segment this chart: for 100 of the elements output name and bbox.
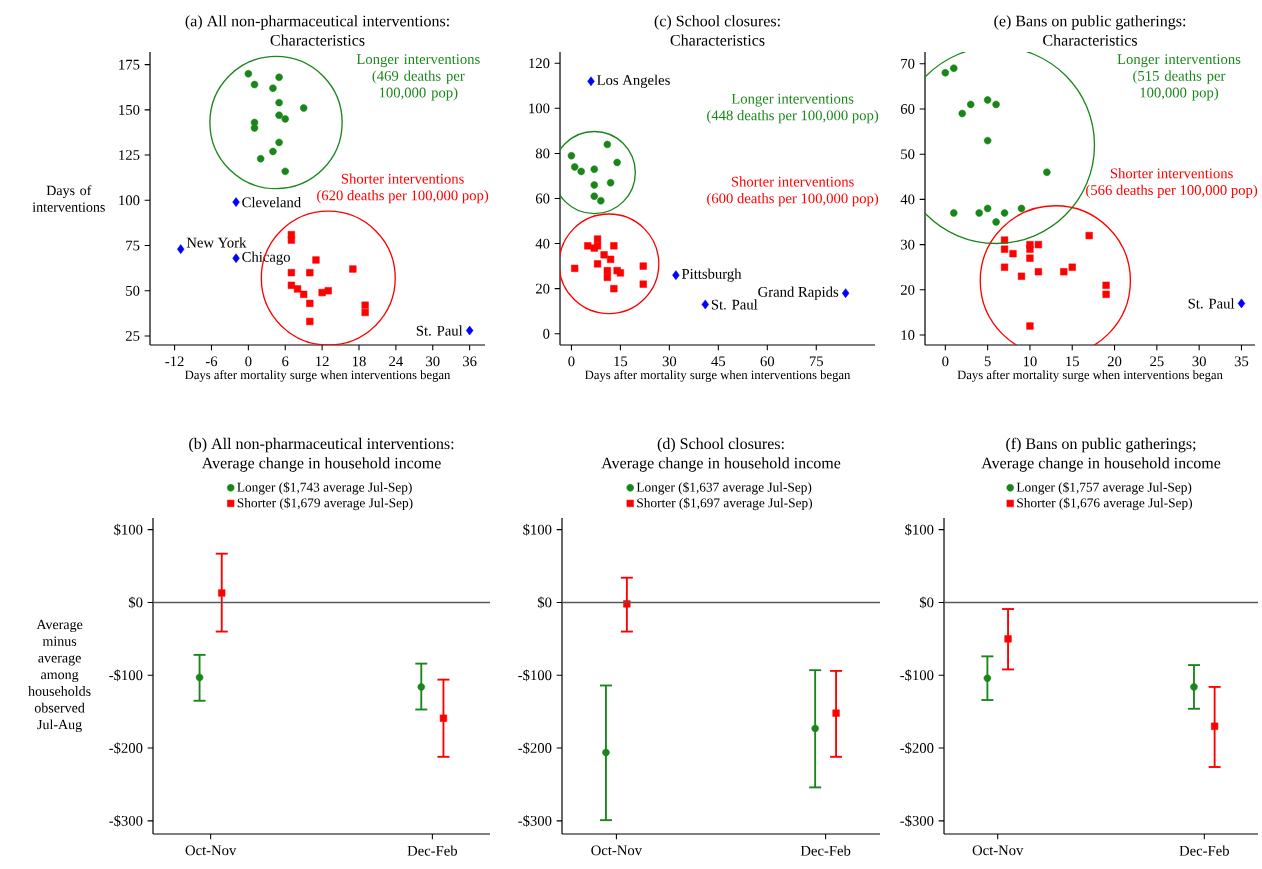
y-tick-label: 10 — [901, 330, 915, 340]
y-tick-label: 70 — [901, 58, 915, 69]
x-tick-label: Dec-Feb — [1179, 845, 1229, 856]
y-tick-label: 120 — [529, 58, 550, 69]
x-tick-label: 24 — [389, 356, 403, 367]
chart-subtitle: Average change in household income — [201, 457, 441, 472]
y-tick-label: 20 — [535, 283, 550, 294]
y-tick-label: 0 — [543, 328, 550, 339]
y-tick-label: -$100 — [900, 669, 934, 682]
annotation: (515 deaths per 100,000 pop) — [1133, 70, 1226, 101]
y-tick-label: 175 — [119, 59, 140, 70]
y-tick-label: $0 — [919, 596, 934, 609]
y-tick-label: 30 — [901, 239, 915, 250]
legend-label: Shorter ($1,697 average Jul-Sep) — [637, 497, 812, 511]
y-tick-label: 40 — [900, 194, 915, 205]
chart-title: (e) Bans on public gatherings: — [994, 15, 1186, 30]
x-axis-title: Days after mortality surge when interventions began — [957, 370, 1223, 382]
y-tick-label: 50 — [126, 285, 140, 296]
annotation: Shorter interventions — [341, 173, 464, 184]
x-tick-label: 36 — [463, 356, 477, 367]
annotation: Longer interventions — [1117, 54, 1241, 68]
x-tick-label: 25 — [1150, 356, 1164, 367]
annotation: Longer interventions — [731, 93, 854, 107]
x-tick-label: 75 — [809, 356, 824, 367]
x-tick-label: 18 — [352, 356, 366, 367]
y-tick-label: 150 — [119, 104, 140, 115]
annotation: St. Paul — [1188, 298, 1235, 309]
chart-title: (a) All non-pharmaceutical interventions: — [185, 15, 449, 30]
x-tick-label: 30 — [426, 356, 440, 367]
annotation: Longer interventions — [356, 54, 480, 68]
x-tick-label: 15 — [614, 356, 628, 367]
y-tick-label: -$200 — [900, 742, 934, 754]
y-tick-label: 80 — [535, 148, 550, 159]
x-tick-label: 0 — [568, 356, 575, 367]
chart-title: (f) Bans on public gatherings; — [1006, 437, 1196, 453]
annotation: (469 deaths per 100,000 pop) — [372, 70, 465, 101]
annotation: Los Angeles — [597, 74, 670, 88]
y-tick-label: 100 — [529, 103, 550, 114]
x-tick-label: 35 — [1234, 356, 1249, 367]
x-tick-label: 10 — [1023, 356, 1037, 367]
x-tick-label: 5 — [984, 356, 991, 367]
y-tick-label: -$300 — [518, 815, 552, 827]
annotation: St. Paul — [416, 325, 463, 336]
x-tick-label: 45 — [711, 356, 726, 367]
y-tick-label: -$300 — [900, 815, 934, 827]
y-tick-label: 75 — [126, 240, 140, 251]
y-tick-label: 50 — [901, 149, 915, 160]
y-tick-label: $0 — [128, 596, 143, 609]
y-tick-label: -$300 — [109, 815, 143, 827]
y-axis-title: Average minus average among households observed Jul-Aug — [28, 619, 91, 733]
annotation: (620 deaths per 100,000 pop) — [317, 190, 489, 204]
x-tick-label: Dec-Feb — [407, 845, 458, 856]
chart-subtitle: Average change in household income — [981, 457, 1221, 472]
annotation: Shorter interventions — [1110, 168, 1233, 179]
chart-title: (b) All non-pharmaceutical interventions: — [189, 437, 454, 453]
y-tick-label: $0 — [537, 596, 552, 609]
annotation: Shorter interventions — [731, 176, 854, 187]
x-axis-title: Days after mortality surge when interventions began — [585, 370, 851, 382]
y-tick-label: -$100 — [518, 669, 552, 682]
x-tick-label: Oct-Nov — [972, 845, 1024, 856]
x-axis-title: Days after mortality surge when interventions began — [185, 370, 451, 382]
x-tick-label: Oct-Nov — [591, 845, 643, 856]
x-tick-label: 30 — [662, 356, 677, 367]
x-tick-label: 60 — [760, 356, 775, 367]
y-tick-label: 25 — [125, 331, 140, 341]
annotation: Cleveland — [242, 196, 301, 208]
annotation: (600 deaths per 100,000 pop) — [707, 192, 879, 207]
chart-subtitle: Average change in household income — [601, 457, 841, 472]
x-tick-label: -12 — [165, 356, 184, 367]
y-tick-label: 40 — [535, 238, 550, 249]
y-tick-label: 125 — [119, 150, 140, 161]
x-tick-label: 15 — [1066, 356, 1079, 367]
legend-label: Shorter ($1,676 average Jul-Sep) — [1017, 497, 1192, 511]
legend-label: Longer ($1,637 average Jul-Sep) — [636, 481, 812, 495]
x-tick-label: 0 — [245, 356, 252, 367]
annotation: St. Paul — [711, 299, 758, 310]
y-axis-title: Days of interventions — [32, 185, 105, 212]
y-tick-label: $100 — [114, 523, 143, 536]
x-tick-label: 6 — [282, 356, 289, 367]
annotation: (566 deaths per 100,000 pop) — [1086, 184, 1258, 198]
chart-subtitle: Characteristics — [270, 34, 365, 46]
y-tick-label: 60 — [535, 193, 550, 204]
annotation: Grand Rapids — [758, 286, 839, 300]
chart-subtitle: Characteristics — [670, 34, 765, 46]
annotation: New York — [186, 237, 247, 248]
x-tick-label: Oct-Nov — [185, 845, 237, 856]
y-tick-label: -$200 — [518, 742, 552, 754]
y-tick-label: -$200 — [109, 742, 143, 754]
annotation: (448 deaths per 100,000 pop) — [707, 110, 879, 124]
x-tick-label: 12 — [316, 356, 329, 367]
x-tick-label: 30 — [1192, 356, 1206, 367]
y-tick-label: $100 — [523, 523, 552, 536]
legend-label: Longer ($1,757 average Jul-Sep) — [1016, 481, 1192, 495]
y-tick-label: 60 — [900, 104, 915, 114]
y-tick-label: $100 — [905, 523, 934, 536]
x-tick-label: Dec-Feb — [800, 845, 851, 856]
y-tick-label: -$100 — [109, 669, 143, 682]
x-tick-label: 20 — [1107, 356, 1122, 367]
chart-title: (d) School closures: — [657, 437, 784, 453]
chart-title: (c) School closures: — [654, 15, 780, 30]
